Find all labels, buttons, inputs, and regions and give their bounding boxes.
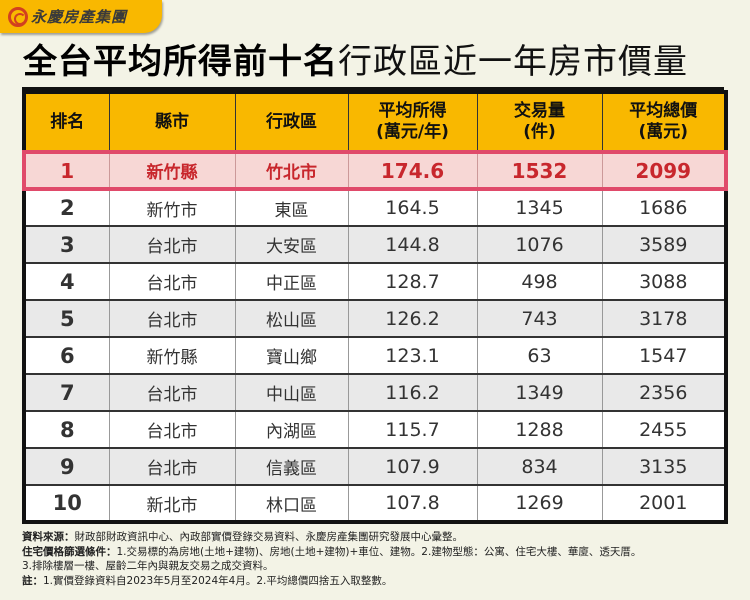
filter-note: 住宅價格篩選條件：1.交易標的為房地(土地+建物)、房地(土地+建物)+車位、建…	[22, 545, 642, 558]
cell-district: 中山區	[234, 373, 349, 411]
cell-income: 107.8	[347, 484, 478, 522]
cell-county: 新北市	[108, 484, 236, 522]
yungching-logo-icon	[8, 6, 28, 27]
cell-volume: 1269	[476, 484, 603, 522]
cell-avg-price: 2356	[601, 373, 727, 411]
cell-volume: 1349	[476, 373, 603, 411]
cell-income: 115.7	[347, 410, 478, 448]
cell-volume: 1288	[476, 410, 603, 448]
cell-district: 信義區	[234, 447, 349, 485]
cell-rank: 1	[22, 150, 110, 191]
cell-avg-price: 2099	[601, 150, 728, 191]
page-title: 全台平均所得前十名行政區近一年房市價量	[23, 38, 723, 92]
cell-county: 台北市	[108, 410, 236, 448]
cell-income: 123.1	[347, 336, 478, 374]
header-rank: 排名	[23, 92, 110, 152]
cell-rank: 2	[23, 189, 110, 226]
table-row: 3 台北市 大安區 144.8 1076 3589	[23, 225, 727, 263]
cell-avg-price: 2455	[601, 410, 727, 448]
cell-avg-price: 2001	[601, 484, 727, 522]
title-bold-part: 全台平均所得前十名	[23, 42, 338, 82]
cell-volume: 834	[476, 447, 603, 485]
cell-income: 144.8	[347, 225, 478, 263]
cell-rank: 9	[23, 447, 110, 485]
brand-banner: 永慶房產集團	[0, 0, 162, 33]
cell-avg-price: 3589	[601, 225, 727, 263]
table-row: 10 新北市 林口區 107.8 1269 2001	[23, 484, 727, 522]
cell-volume: 498	[476, 262, 603, 300]
header-volume: 交易量 (件)	[476, 92, 603, 152]
table-row: 9 台北市 信義區 107.9 834 3135	[23, 447, 727, 485]
source-note: 資料來源：財政部財政資訊中心、內政部實價登錄交易資料、永慶房產集團研究發展中心彙…	[22, 531, 463, 543]
table-row: 5 台北市 松山區 126.2 743 3178	[23, 299, 727, 337]
cell-income: 107.9	[347, 447, 478, 485]
cell-volume: 1076	[476, 225, 603, 263]
cell-district: 林口區	[234, 484, 349, 522]
cell-avg-price: 1686	[601, 189, 727, 226]
title-divider	[22, 87, 724, 90]
table-row: 6 新竹縣 寶山鄉 123.1 63 1547	[23, 336, 727, 374]
cell-avg-price: 3088	[601, 262, 727, 300]
cell-volume: 63	[476, 336, 603, 374]
header-avg-price: 平均總價 (萬元)	[601, 92, 727, 152]
cell-income: 116.2	[347, 373, 478, 411]
cell-county: 台北市	[108, 262, 236, 300]
cell-rank: 3	[23, 225, 110, 263]
table-row-highlighted: 1 新竹縣 竹北市 174.6 1532 2099	[22, 150, 728, 191]
cell-rank: 8	[23, 410, 110, 448]
cell-district: 松山區	[234, 299, 349, 337]
cell-county: 台北市	[108, 299, 236, 337]
header-district: 行政區	[234, 92, 349, 152]
table-row: 7 台北市 中山區 116.2 1349 2356	[23, 373, 727, 411]
cell-rank: 6	[23, 336, 110, 374]
cell-rank: 10	[23, 484, 110, 522]
cell-county: 新竹市	[108, 189, 236, 226]
brand-name: 永慶房產集團	[31, 8, 128, 26]
cell-county: 新竹縣	[108, 150, 236, 191]
cell-district: 大安區	[234, 225, 349, 263]
cell-avg-price: 3178	[601, 299, 727, 337]
cell-county: 台北市	[108, 447, 236, 485]
cell-county: 新竹縣	[108, 336, 236, 374]
remark-note: 註：1.實價登錄資料自2023年5月至2024年4月。2.平均總價四捨五入取整數…	[22, 574, 393, 587]
cell-volume: 1532	[476, 150, 603, 191]
header-county: 縣市	[108, 92, 236, 152]
cell-volume: 743	[476, 299, 603, 337]
cell-avg-price: 1547	[601, 336, 727, 374]
cell-district: 東區	[234, 189, 349, 226]
table-header-row: 排名 縣市 行政區 平均所得 (萬元/年) 交易量 (件) 平均總價 (萬元)	[23, 92, 727, 152]
table-row: 8 台北市 內湖區 115.7 1288 2455	[23, 410, 727, 448]
cell-county: 台北市	[108, 225, 236, 263]
cell-county: 台北市	[108, 373, 236, 411]
cell-district: 中正區	[234, 262, 349, 300]
footnotes: 資料來源：財政部財政資訊中心、內政部實價登錄交易資料、永慶房產集團研究發展中心彙…	[22, 530, 742, 588]
cell-district: 內湖區	[234, 410, 349, 448]
cell-volume: 1345	[476, 189, 603, 226]
cell-rank: 5	[23, 299, 110, 337]
cell-district: 竹北市	[234, 150, 349, 191]
cell-income: 164.5	[347, 189, 478, 226]
cell-rank: 4	[23, 262, 110, 300]
table-row: 4 台北市 中正區 128.7 498 3088	[23, 262, 727, 300]
cell-income: 128.7	[347, 262, 478, 300]
title-light-part: 行政區近一年房市價量	[338, 42, 688, 82]
cell-rank: 7	[23, 373, 110, 411]
cell-income: 126.2	[347, 299, 478, 337]
cell-income: 174.6	[347, 150, 478, 191]
header-income: 平均所得 (萬元/年)	[347, 92, 478, 152]
ranking-table: 排名 縣市 行政區 平均所得 (萬元/年) 交易量 (件) 平均總價 (萬元) 1 新…	[22, 90, 728, 524]
cell-district: 寶山鄉	[234, 336, 349, 374]
table-row: 2 新竹市 東區 164.5 1345 1686	[23, 189, 727, 226]
filter-note-cont: 3.排除樓層一樓、屋齡二年內與親友交易之成交資料。	[22, 560, 274, 572]
cell-avg-price: 3135	[601, 447, 727, 485]
